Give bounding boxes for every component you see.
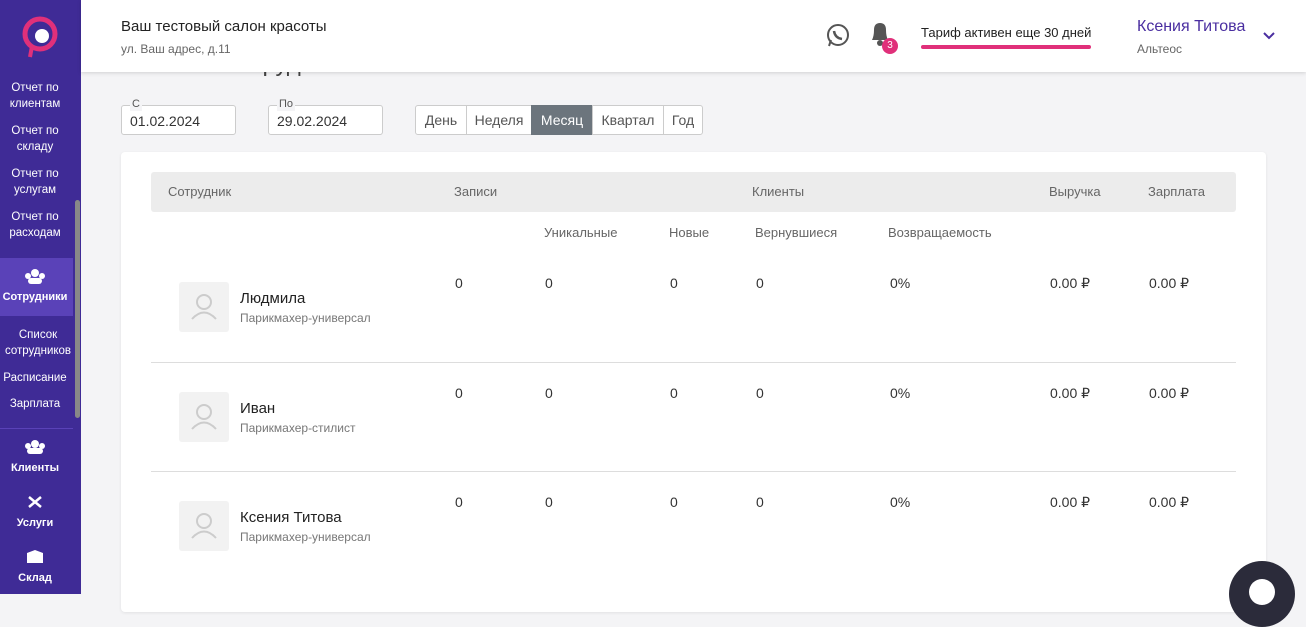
cell: 0 <box>756 275 764 291</box>
cell: 0 <box>455 275 463 291</box>
notification-badge: 3 <box>882 38 898 54</box>
report-card <box>121 152 1266 612</box>
date-to[interactable]: По 29.02.2024 <box>268 98 383 135</box>
cell: 0 <box>455 384 463 401</box>
cell: 0.00 ₽ <box>1050 384 1091 401</box>
menu-item[interactable]: Склад <box>18 572 52 584</box>
cell: 0% <box>890 384 911 401</box>
period-button[interactable]: День <box>415 105 467 135</box>
cell: 0.00 ₽ <box>1050 494 1091 510</box>
sidebar: Отчет по клиентам Отчет по складу Отчет … <box>0 0 81 594</box>
icon <box>25 440 45 454</box>
avatar-icon <box>191 294 217 320</box>
sub-header: Новые <box>669 225 710 240</box>
date-from[interactable]: С 01.02.2024 <box>121 98 236 135</box>
employee-role: Парикмахер-универсал <box>240 311 371 325</box>
cell: 0% <box>890 275 911 291</box>
period-button[interactable]: Квартал <box>592 105 664 135</box>
cell: 0 <box>756 384 764 401</box>
tariff-status: Тариф активен еще 30 дней <box>921 25 1092 40</box>
cell: 0 <box>670 384 678 401</box>
cell: 0 <box>756 494 764 510</box>
cell: 0 <box>670 275 678 291</box>
cell: 0 <box>670 494 678 510</box>
table-header <box>151 172 1236 212</box>
chat-icon <box>1249 579 1275 605</box>
cell: 0.00 ₽ <box>1050 275 1091 291</box>
period-button[interactable]: Месяц <box>531 105 593 135</box>
bell-icon[interactable] <box>868 20 892 48</box>
whatsapp-icon[interactable] <box>825 22 851 48</box>
cell: 0 <box>455 494 463 510</box>
sub-header: Уникальные <box>544 225 618 240</box>
menu-item[interactable]: Отчет по складу <box>11 125 59 153</box>
avatar <box>179 391 229 442</box>
tariff-bar <box>921 45 1091 49</box>
column-header: Выручка <box>1049 184 1101 199</box>
salon-name: Ваш тестовый салон красоты <box>121 18 327 35</box>
chevron[interactable] <box>1263 32 1275 40</box>
employee-name: Иван <box>240 399 276 417</box>
company: Альтеос <box>1137 42 1183 56</box>
submenu-item[interactable]: Расписание <box>3 372 67 384</box>
menu-item[interactable]: Клиенты <box>10 462 59 474</box>
column-header: Записи <box>454 184 498 199</box>
submenu-item[interactable]: Зарплата <box>9 398 61 410</box>
menu-item[interactable]: Отчет по расходам <box>9 211 61 239</box>
salon-address: ул. Ваш адрес, д.11 <box>121 42 231 56</box>
period-button[interactable]: Год <box>663 105 703 135</box>
avatar-icon <box>191 403 217 430</box>
avatar-icon <box>191 513 217 539</box>
logo <box>22 16 58 58</box>
menu-item[interactable]: Отчет по услугам <box>11 168 59 196</box>
avatar <box>179 501 229 551</box>
cell: 0 <box>545 494 553 510</box>
sub-header: Вернувшиеся <box>755 225 838 240</box>
employee-role: Парикмахер-стилист <box>240 420 356 435</box>
submenu-item[interactable]: Список сотрудников <box>4 329 72 357</box>
icon <box>27 550 43 563</box>
value: 29.02.2024 <box>277 113 348 129</box>
menu-item[interactable]: Услуги <box>16 517 54 529</box>
chat-button[interactable] <box>1229 561 1295 627</box>
row-divider <box>151 361 1236 363</box>
user-name[interactable]: Ксения Титова <box>1137 18 1246 35</box>
header: Ваш тестовый салон красоты ул. Ваш адрес… <box>81 0 1306 72</box>
sub-header: Возвращаемость <box>888 225 992 240</box>
column-header: Зарплата <box>1148 184 1205 199</box>
column-header: Сотрудник <box>168 184 232 199</box>
cell: 0% <box>890 494 911 510</box>
label: По <box>277 98 296 111</box>
column-header: Клиенты <box>752 184 805 199</box>
value: 01.02.2024 <box>130 113 201 129</box>
employee-name: Людмила <box>240 290 306 307</box>
scrollbar <box>75 200 80 418</box>
row-divider <box>151 471 1236 472</box>
icon <box>28 496 42 508</box>
label: С <box>130 98 142 111</box>
cell: 0 <box>545 384 553 401</box>
cell: 0.00 ₽ <box>1149 384 1190 401</box>
employee-name: Ксения Титова <box>240 509 342 526</box>
icon <box>25 269 45 284</box>
period-button[interactable]: Неделя <box>466 105 532 135</box>
divider <box>0 428 73 429</box>
cell: 0.00 ₽ <box>1149 275 1190 291</box>
cell: 0.00 ₽ <box>1149 494 1190 510</box>
avatar <box>179 282 229 332</box>
menu-item-active[interactable]: Сотрудники <box>2 291 68 303</box>
active-bg <box>0 258 73 316</box>
employee-role: Парикмахер-универсал <box>240 530 371 544</box>
menu-item[interactable]: Отчет по клиентам <box>9 82 61 110</box>
cell: 0 <box>545 275 553 291</box>
